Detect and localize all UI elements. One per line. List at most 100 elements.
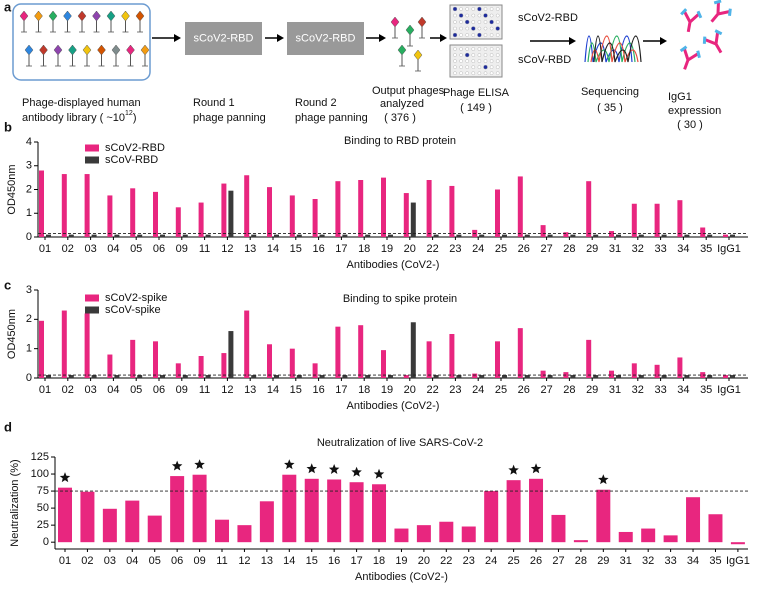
bar: [289, 348, 295, 378]
label: 16: [328, 555, 340, 567]
label: 15: [290, 243, 302, 255]
significance-star: [171, 460, 183, 471]
bar: [198, 202, 204, 237]
label: sCoV2-RBD: [105, 142, 165, 154]
bar: [540, 225, 546, 237]
well: [495, 65, 500, 69]
well: [471, 47, 476, 51]
label: 02: [62, 384, 74, 396]
phage-head: [92, 10, 101, 22]
bar: [147, 515, 162, 543]
bar: [358, 180, 364, 237]
label: 32: [632, 384, 644, 396]
bar: [205, 375, 211, 378]
bar: [472, 373, 478, 378]
significance-star: [306, 463, 317, 474]
label: 24: [472, 384, 484, 396]
label: 16: [312, 384, 324, 396]
bar: [267, 187, 272, 237]
bar: [609, 370, 614, 378]
antibody-heavy: [683, 11, 700, 33]
label: 18: [358, 243, 370, 255]
bar: [182, 234, 188, 237]
well: [477, 6, 482, 12]
phage-head: [106, 10, 116, 22]
phage-head: [63, 10, 72, 22]
label: 06: [153, 243, 165, 255]
label: 2: [26, 183, 32, 195]
well: [489, 19, 494, 25]
bar: [205, 234, 211, 237]
bar: [609, 231, 614, 237]
label: 100: [31, 468, 49, 480]
label: 24: [472, 243, 484, 255]
bar: [433, 234, 439, 237]
label: 11: [216, 555, 227, 567]
antibody-heavy: [683, 48, 699, 70]
bar: [349, 482, 364, 543]
label: ): [133, 112, 137, 124]
plate: [449, 44, 503, 78]
phage-head: [68, 44, 77, 56]
well: [471, 7, 476, 11]
bar: [319, 234, 325, 237]
label: Phage ELISA: [443, 87, 510, 99]
label: 22: [440, 555, 452, 567]
bar: [221, 353, 227, 378]
arrow-head: [174, 34, 181, 42]
well: [465, 52, 470, 58]
superscript: 12: [125, 110, 133, 117]
well: [489, 65, 494, 69]
bar: [638, 234, 644, 237]
label: 01: [59, 555, 71, 567]
bar: [723, 375, 728, 378]
well: [459, 33, 463, 37]
label: 26: [530, 555, 542, 567]
label: 20: [404, 243, 416, 255]
well: [483, 7, 488, 11]
well: [471, 26, 476, 31]
bar: [388, 234, 393, 237]
legend-swatch: [85, 306, 99, 314]
well: [483, 33, 488, 37]
label: 04: [107, 243, 119, 255]
label: 25: [37, 519, 49, 531]
label: 27: [540, 243, 552, 255]
bar: [107, 354, 113, 378]
well: [471, 20, 476, 24]
bar: [170, 476, 185, 543]
phage-head: [135, 10, 145, 22]
bar: [586, 181, 592, 237]
bar: [130, 339, 136, 378]
bar: [495, 189, 500, 237]
bar: [403, 375, 409, 378]
phage-head: [405, 24, 415, 36]
chromatogram: [587, 35, 636, 63]
label: 29: [586, 384, 598, 396]
label: 1: [26, 343, 32, 355]
well: [452, 32, 458, 38]
well: [471, 59, 476, 63]
arrow-head: [660, 37, 667, 45]
well: [477, 47, 482, 51]
bar: [426, 180, 432, 237]
phage-head: [413, 49, 423, 61]
label: expression: [668, 105, 721, 117]
label: 35: [700, 243, 712, 255]
bar: [416, 525, 431, 543]
label: 75: [37, 485, 49, 497]
label: Binding to RBD protein: [344, 135, 456, 147]
label: 32: [632, 243, 644, 255]
label: 0: [26, 231, 32, 243]
well: [477, 32, 482, 38]
bar: [335, 181, 341, 237]
bar: [319, 375, 325, 378]
label: Round 1: [193, 97, 235, 109]
bar: [114, 234, 120, 237]
antibody: [679, 45, 701, 70]
well: [453, 71, 457, 75]
well: [471, 65, 476, 69]
well: [459, 26, 463, 31]
antibody-heavy: [704, 32, 723, 54]
